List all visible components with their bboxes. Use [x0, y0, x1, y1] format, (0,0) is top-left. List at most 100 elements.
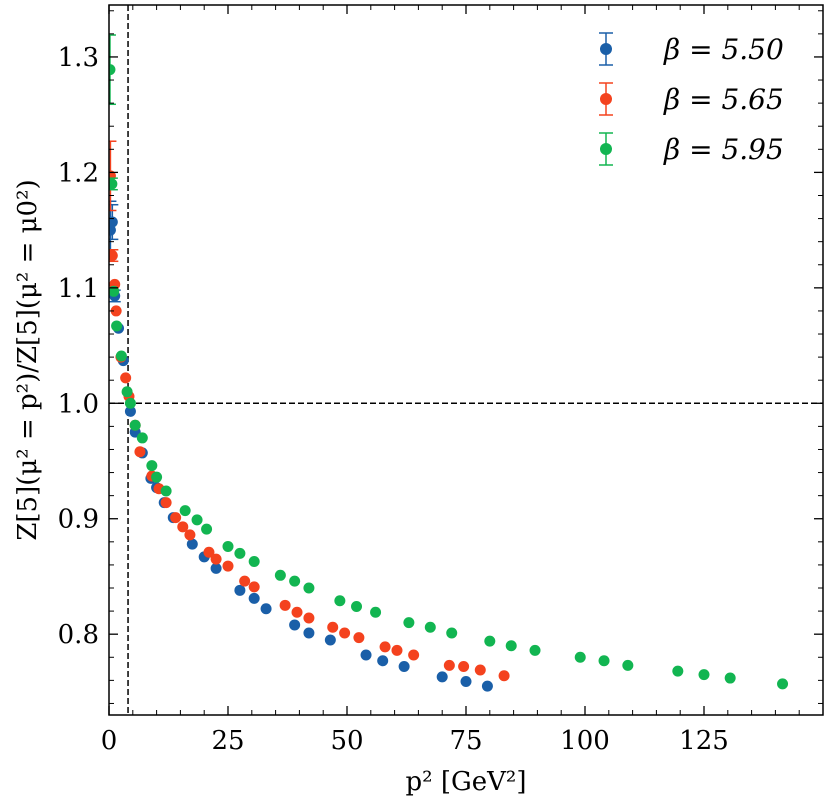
data-point: [109, 285, 120, 297]
data-point: [303, 627, 315, 639]
data-point: [111, 320, 123, 332]
data-point: [460, 676, 472, 688]
data-point: [458, 661, 470, 673]
legend-marker: [600, 43, 612, 55]
legend-item-0: β = 5.50: [599, 32, 784, 66]
data-point: [724, 672, 736, 684]
data-point: [203, 546, 215, 558]
data-point: [291, 606, 303, 618]
x-tick-label: 100: [560, 726, 610, 756]
legend-label: β = 5.50: [663, 33, 784, 66]
data-point: [234, 547, 246, 559]
data-point: [777, 678, 789, 690]
data-point: [377, 655, 389, 667]
data-point: [408, 649, 420, 661]
data-point: [210, 562, 222, 574]
data-point: [574, 651, 586, 663]
data-point: [121, 386, 133, 398]
data-point: [115, 350, 127, 362]
data-point: [210, 553, 222, 565]
x-tick-label: 0: [101, 726, 118, 756]
data-point: [303, 582, 315, 594]
legend-marker: [600, 93, 612, 105]
x-tick-label: 50: [330, 726, 363, 756]
data-point: [289, 575, 301, 587]
data-point: [379, 641, 391, 653]
data-point: [186, 538, 198, 550]
data-point: [672, 665, 684, 677]
axes: 0 25 50 75 100 125 0.8 0.9 1.0 1.1 1.2 1.3 p² [GeV²]…: [13, 4, 824, 797]
data-point: [222, 560, 234, 572]
x-tick-label: 25: [211, 726, 244, 756]
data-point: [134, 446, 146, 458]
data-point: [324, 634, 336, 646]
y-tick-label: 1.1: [58, 274, 99, 304]
data-point: [109, 64, 116, 76]
data-point: [109, 250, 118, 262]
data-point: [248, 581, 260, 593]
data-point: [151, 471, 163, 483]
y-tick-label: 1.0: [58, 389, 99, 419]
data-point: [353, 632, 365, 644]
data-point: [146, 460, 158, 472]
data-point: [391, 644, 403, 656]
data-point: [260, 603, 272, 615]
data-point: [622, 659, 634, 671]
y-tick-label: 0.8: [58, 620, 99, 650]
data-point: [505, 640, 517, 652]
data-point: [179, 505, 191, 517]
data-point: [598, 655, 610, 667]
data-point: [184, 529, 196, 541]
legend-item-2: β = 5.95: [599, 132, 784, 166]
data-point: [443, 659, 455, 671]
legend: β = 5.50 β = 5.65 β = 5.95: [599, 32, 784, 166]
data-point: [124, 405, 136, 417]
data-point: [484, 635, 496, 647]
data-point: [129, 419, 141, 431]
data-point: [136, 432, 148, 444]
data-point: [351, 600, 363, 612]
series-1: [109, 140, 510, 682]
data-point: [191, 514, 203, 526]
data-point: [160, 485, 172, 497]
data-point: [339, 627, 351, 639]
y-tick-label: 1.3: [58, 43, 99, 73]
data-point: [398, 661, 410, 673]
series-2: [109, 34, 789, 690]
legend-item-1: β = 5.65: [599, 82, 784, 116]
y-tick-label: 0.9: [58, 505, 99, 535]
data-point: [234, 584, 246, 596]
legend-label: β = 5.95: [663, 133, 784, 166]
data-point: [109, 216, 118, 228]
data-point: [110, 305, 122, 317]
data-point: [481, 680, 493, 692]
data-point: [124, 397, 136, 409]
x-axis-label: p² [GeV²]: [406, 767, 527, 797]
data-point: [177, 521, 189, 533]
legend-label: β = 5.65: [663, 83, 784, 116]
data-point: [303, 612, 315, 624]
x-tick-label: 125: [679, 726, 729, 756]
data-point: [698, 669, 710, 681]
data-point: [222, 540, 234, 552]
y-axis-label: Z[5](μ² = p²)/Z[5](μ² = μ0²): [13, 179, 43, 540]
data-point: [498, 670, 510, 682]
data-point: [436, 671, 448, 683]
data-point: [446, 627, 458, 639]
data-point: [120, 372, 132, 384]
data-point: [248, 555, 260, 567]
data-point: [529, 644, 541, 656]
data-point: [327, 621, 339, 633]
data-point: [403, 617, 415, 629]
data-point: [334, 595, 346, 607]
series-0: [109, 200, 493, 692]
data-point: [370, 606, 382, 618]
data-point: [248, 592, 260, 604]
data-point: [109, 178, 118, 190]
plot-content: [109, 5, 823, 715]
data-point: [160, 497, 172, 509]
data-point: [201, 523, 213, 535]
plot-area: [109, 5, 823, 715]
data-point: [289, 619, 301, 631]
